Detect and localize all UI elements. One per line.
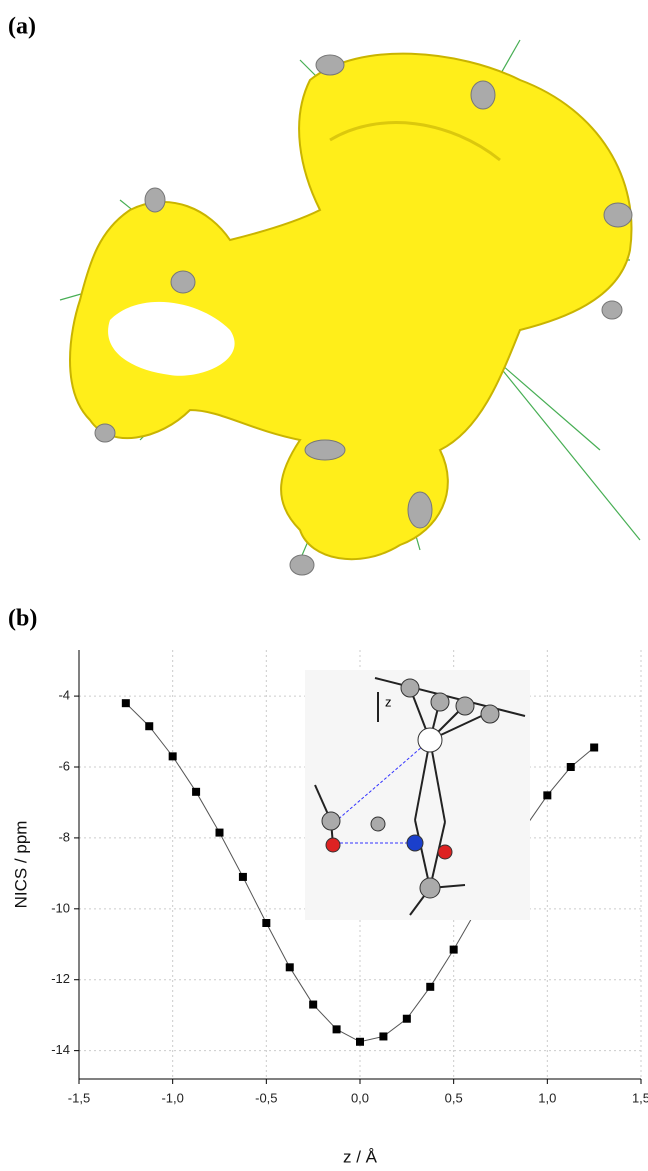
- marker: [216, 829, 224, 837]
- marker: [450, 946, 458, 954]
- y-tick-label: -8: [58, 829, 70, 844]
- panel-label: (a): [8, 14, 36, 40]
- marker: [356, 1038, 364, 1046]
- marker: [590, 744, 598, 752]
- marker: [145, 722, 153, 730]
- x-tick-label: -1,0: [161, 1090, 183, 1105]
- x-tick-label: 0,0: [351, 1090, 369, 1105]
- y-tick-label: -6: [58, 758, 70, 773]
- x-tick-label: -0,5: [255, 1090, 277, 1105]
- marker: [169, 752, 177, 760]
- x-tick-label: 1,0: [538, 1090, 556, 1105]
- figure: (a) (b) -14 -12 -10 -8 -6 -4 -1,5 -1,0 -0,5 0,0 0,…: [0, 0, 648, 1171]
- marker: [567, 763, 575, 771]
- marker: [426, 983, 434, 991]
- marker: [379, 1032, 387, 1040]
- marker: [262, 919, 270, 927]
- y-tick-label: -10: [51, 900, 70, 915]
- marker: [333, 1025, 341, 1033]
- marker: [543, 791, 551, 799]
- marker: [192, 788, 200, 796]
- marker: [309, 1001, 317, 1009]
- x-tick-label: -1,5: [68, 1090, 90, 1105]
- panel-label: (b): [8, 606, 37, 632]
- inset-molecule: z: [305, 670, 530, 920]
- marker: [403, 1015, 411, 1023]
- x-axis-label: z / Å: [343, 1147, 378, 1166]
- molecule-surface: [60, 40, 640, 575]
- y-tick-label: -12: [51, 971, 70, 986]
- inset-axis-label: z: [385, 694, 392, 709]
- x-tick-label: 1,5: [632, 1090, 648, 1105]
- x-tick-label: 0,5: [445, 1090, 463, 1105]
- marker: [286, 963, 294, 971]
- marker: [239, 873, 247, 881]
- marker: [122, 699, 130, 707]
- y-tick-label: -14: [51, 1042, 70, 1057]
- y-axis-label: NICS / ppm: [11, 821, 30, 909]
- y-tick-label: -4: [58, 688, 70, 703]
